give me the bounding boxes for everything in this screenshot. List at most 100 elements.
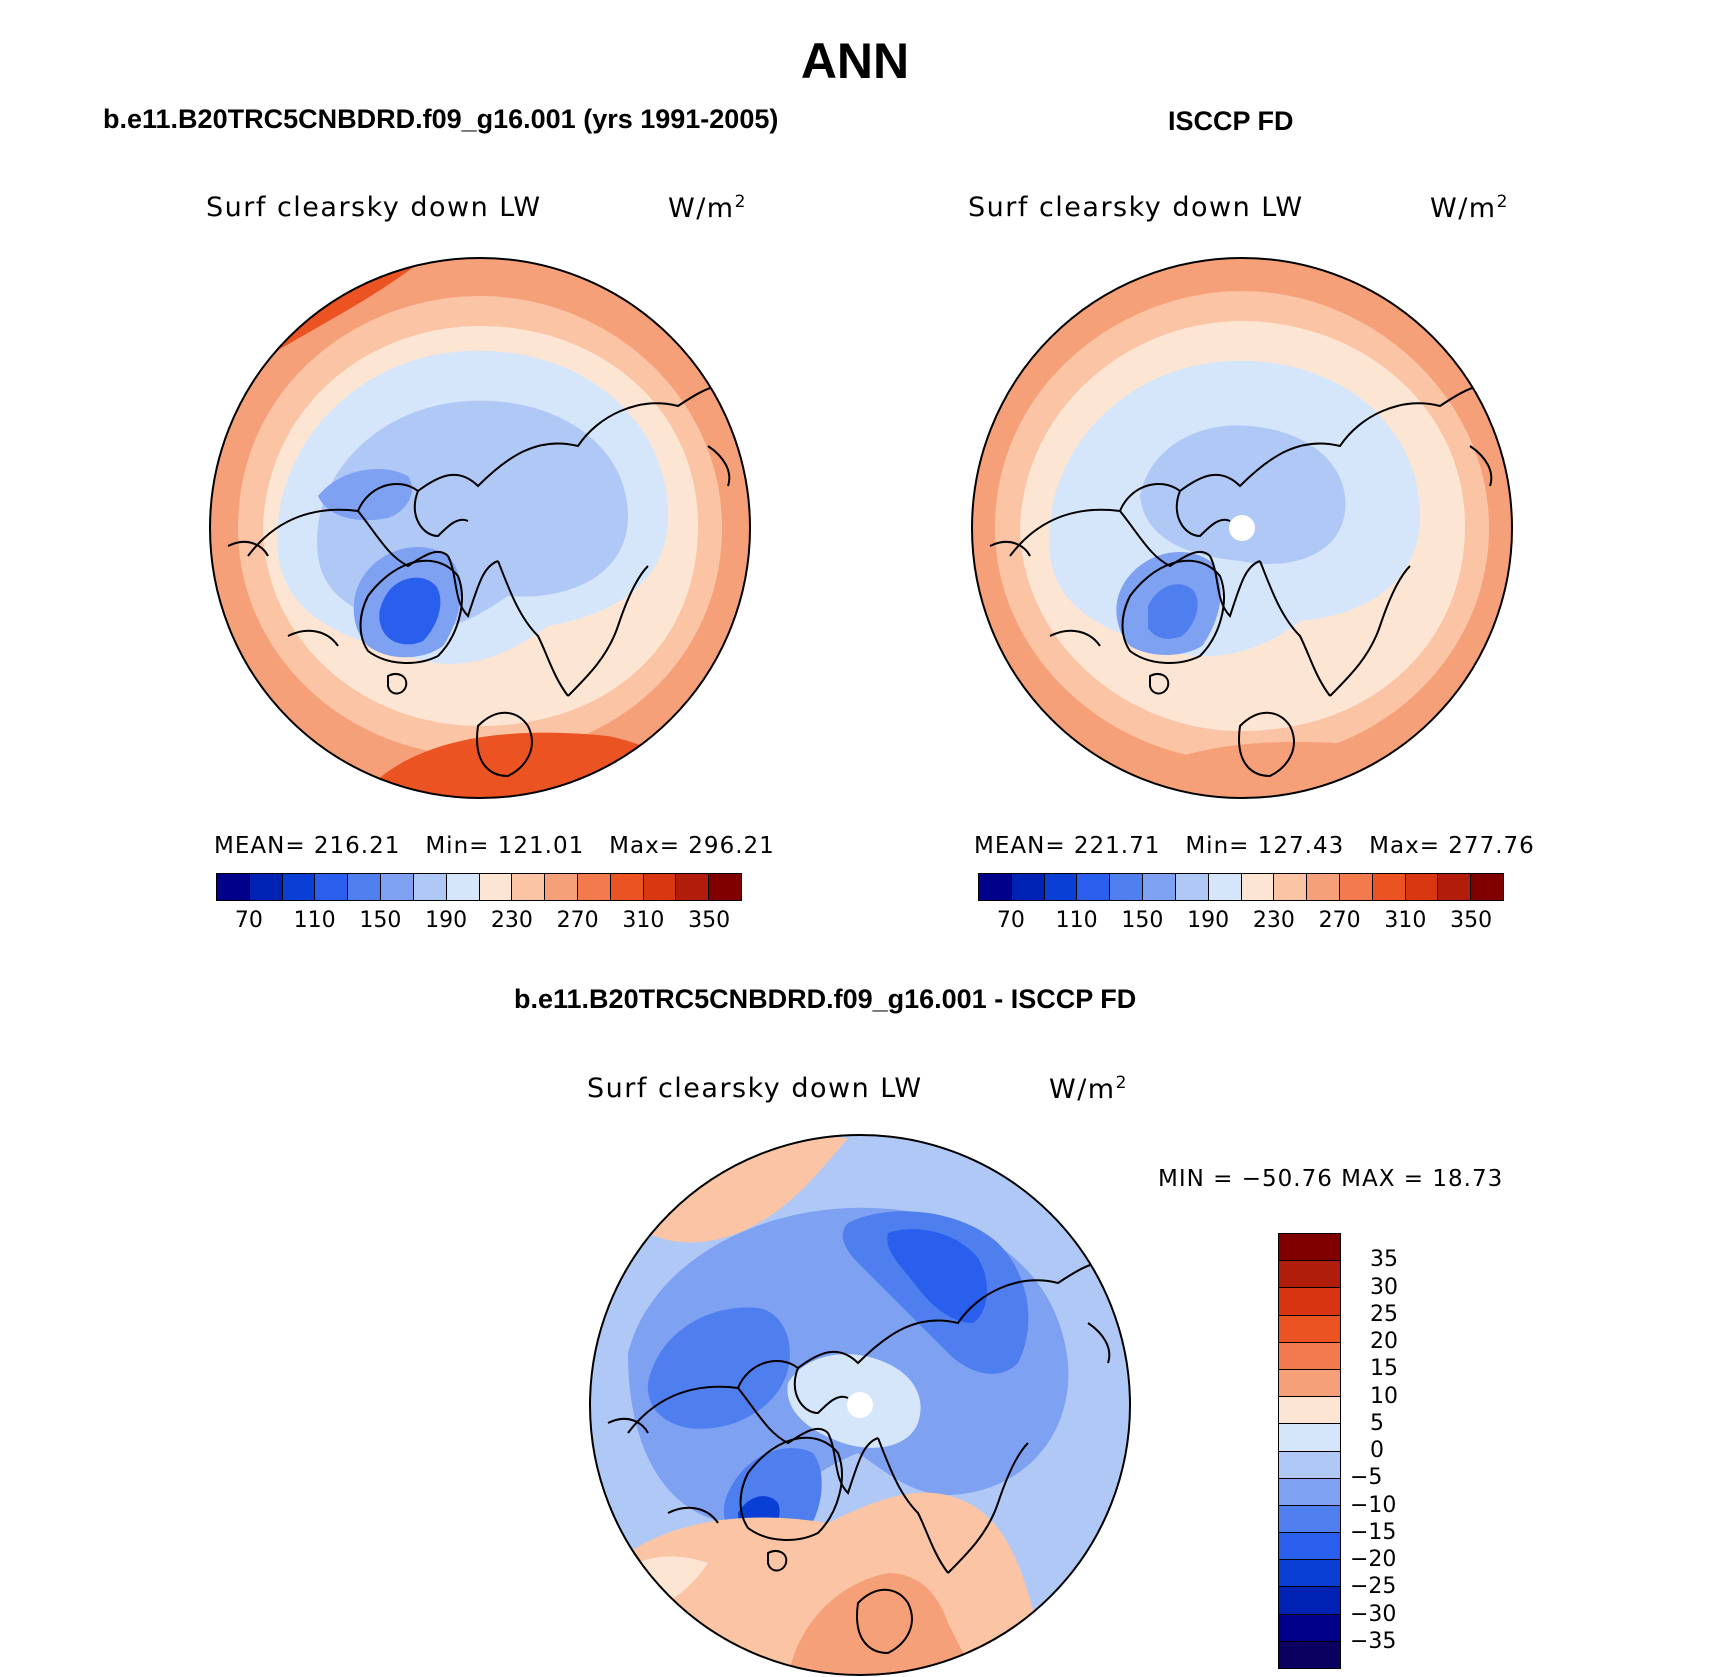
coastline — [1009, 384, 1511, 557]
colorbar-tick-label: −5 — [1350, 1465, 1383, 1491]
main-title: ANN — [800, 33, 910, 89]
warm-atlantic-core — [788, 1573, 978, 1675]
coastline — [667, 1506, 719, 1524]
colorbar-tick-label: −20 — [1350, 1547, 1397, 1572]
colorbar-tick-label: −15 — [1350, 1519, 1397, 1545]
coastline — [447, 555, 499, 618]
coastline — [827, 1432, 879, 1495]
colorbar-tick-label: 15 — [1370, 1356, 1398, 1382]
coastline — [627, 1261, 1129, 1434]
map-fill-group — [972, 258, 1512, 798]
panel2-min-value: 127.43 — [1257, 833, 1345, 859]
panel2-colorbar-ticks: 70 110 150 190 230 270 310 350 — [978, 908, 1504, 938]
map-fill-group — [590, 1135, 1130, 1675]
coastline — [989, 540, 1031, 557]
colorbar-swatch — [1279, 1451, 1340, 1479]
coastline — [247, 384, 749, 557]
coastline — [387, 673, 408, 695]
panel2-polar-map — [971, 257, 1513, 799]
panel1-min-label: Min= — [425, 833, 490, 859]
panel1-mean-label: MEAN= — [214, 833, 306, 859]
colorbar-swatch — [1279, 1234, 1340, 1262]
coastline — [737, 1387, 829, 1445]
coastline — [947, 1442, 1029, 1574]
colorbar-swatch — [1077, 874, 1111, 900]
colorbar-tick-label: 70 — [996, 908, 1025, 933]
colorbar-swatch — [381, 874, 414, 900]
colorbar-swatch — [1279, 1505, 1340, 1534]
colorbar-tick-label: 70 — [234, 908, 263, 933]
diff-minmax: MIN = −50.76 MAX = 18.73 — [1158, 1166, 1504, 1192]
colorbar-swatch — [348, 874, 382, 900]
diff-colorbar-ticks: 35 30 25 20 15 10 5 0 −5 −10 −15 −20 −25 −30 −35 — [1350, 1233, 1430, 1669]
colorbar-tick-label: 150 — [359, 908, 402, 933]
pole-mask — [1229, 515, 1255, 541]
colorbar-swatch — [1279, 1288, 1340, 1316]
colorbar-tick-label: 110 — [1055, 908, 1098, 933]
colorbar-swatch — [1339, 874, 1373, 900]
coastline — [497, 560, 569, 697]
coastline — [1329, 565, 1411, 697]
colorbar-swatch — [512, 874, 546, 900]
coastline — [476, 711, 533, 778]
colorbar-swatch — [1438, 874, 1472, 900]
colorbar-tick-label: 5 — [1370, 1410, 1384, 1436]
coastline — [227, 540, 269, 557]
coastline — [1238, 711, 1295, 778]
colorbar-swatch — [1011, 874, 1045, 900]
colorbar-swatch — [676, 874, 710, 900]
coastline — [1175, 490, 1231, 538]
colorbar-swatch — [1279, 1478, 1340, 1506]
colorbar-tick-label: 10 — [1370, 1383, 1398, 1409]
coastline — [739, 1436, 843, 1541]
colorbar-tick-label: −25 — [1350, 1574, 1397, 1600]
diff-polar-map — [589, 1134, 1131, 1676]
colorbar-tick-label: 35 — [1370, 1247, 1398, 1273]
colorbar-swatch — [1279, 1261, 1340, 1289]
pole-mask — [847, 1392, 873, 1418]
panel1-max-label: Max= — [609, 833, 680, 859]
panel1-mean-value: 216.21 — [313, 833, 401, 859]
map-boundary — [209, 257, 751, 799]
coastline — [1121, 559, 1225, 664]
panel1-stats: MEAN= 216.21 Min= 121.01 Max= 296.21 — [214, 833, 775, 859]
colorbar-tick-label: 270 — [1318, 908, 1361, 933]
panel1-units: W/m2 — [668, 192, 747, 224]
coastline — [359, 559, 463, 664]
colorbar-tick-label: 230 — [490, 908, 533, 933]
colorbar-swatch — [643, 874, 677, 900]
diff-case-title: b.e11.B20TRC5CNBDRD.f09_g16.001 - ISCCP … — [514, 984, 1137, 1014]
colorbar-swatch — [1279, 1641, 1340, 1668]
panel1-min-value: 121.01 — [497, 833, 585, 859]
colorbar-swatch — [249, 874, 283, 900]
panel2-units: W/m2 — [1430, 192, 1509, 224]
colorbar-swatch — [1110, 874, 1144, 900]
colorbar-swatch — [979, 874, 1012, 900]
colorbar-tick-label: 20 — [1370, 1329, 1398, 1354]
coastline — [1119, 510, 1211, 568]
coastline — [287, 629, 339, 647]
coastline — [856, 1588, 913, 1655]
coastline — [1087, 1322, 1111, 1364]
colorbar-swatch — [1241, 874, 1275, 900]
colorbar-swatch — [1044, 874, 1078, 900]
colorbar-tick-label: 350 — [1450, 908, 1493, 933]
colorbar-swatch — [1175, 874, 1209, 900]
colorbar-tick-label: 190 — [425, 908, 468, 933]
colorbar-tick-label: 110 — [293, 908, 336, 933]
colorbar-tick-label: 190 — [1187, 908, 1230, 933]
cool-archipelago — [318, 468, 412, 521]
colorbar-tick-label: 310 — [622, 908, 665, 933]
colorbar-tick-label: 270 — [556, 908, 599, 933]
colorbar-swatch — [610, 874, 644, 900]
coastline — [1469, 445, 1493, 487]
colorbar-swatch — [1279, 1315, 1340, 1343]
colorbar-swatch — [1279, 1342, 1340, 1370]
panel2-max-value: 277.76 — [1448, 833, 1535, 859]
colorbar-swatch — [1405, 874, 1439, 900]
cool-greenland-core — [379, 577, 441, 645]
colorbar-swatch — [446, 874, 480, 900]
coastline — [793, 1367, 849, 1415]
cool-ring-light — [1140, 425, 1346, 564]
colorbar-tick-label: 310 — [1384, 908, 1427, 933]
